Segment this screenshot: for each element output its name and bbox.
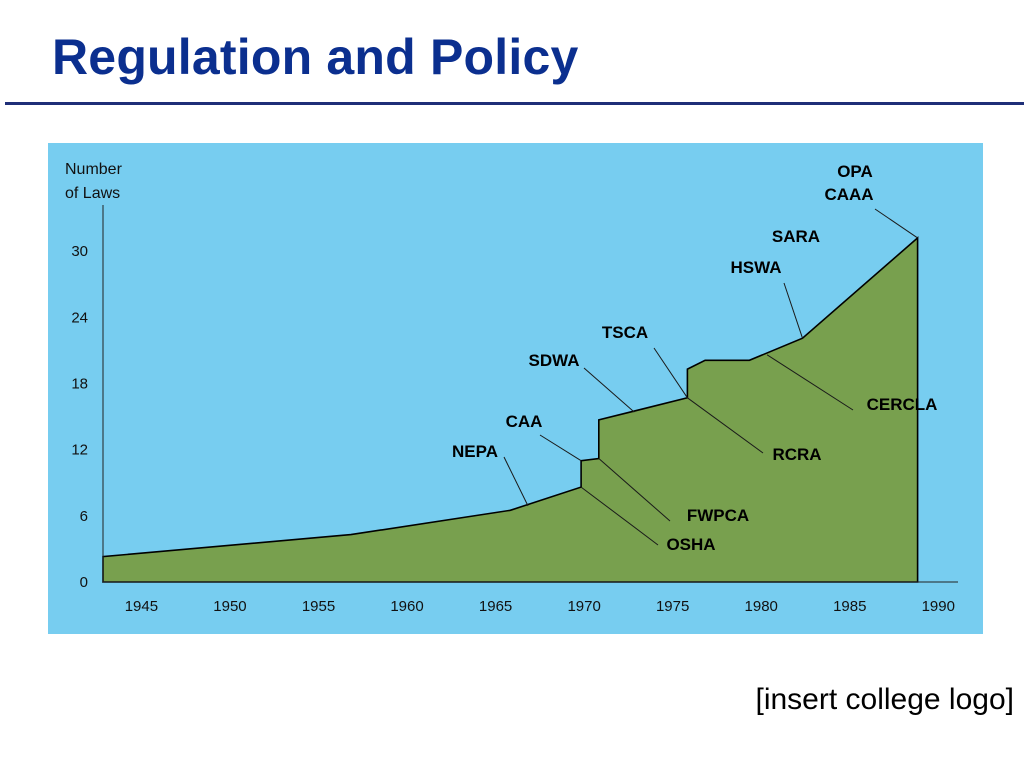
y-tick-label: 12 xyxy=(71,442,88,459)
annotation-opa: OPA xyxy=(837,162,873,181)
college-logo-placeholder: [insert college logo] xyxy=(755,683,1015,716)
x-tick-label: 1975 xyxy=(656,598,689,615)
leader-line-tsca xyxy=(653,347,688,399)
x-tick-label: 1960 xyxy=(390,598,423,615)
leader-line-caa xyxy=(539,434,582,462)
title-divider xyxy=(5,102,1024,105)
leader-line-cercla xyxy=(766,354,854,411)
y-tick-label: 0 xyxy=(80,574,88,591)
leader-line-rcra xyxy=(687,397,764,454)
y-axis-label: Number of Laws xyxy=(65,161,123,202)
annotation-cercla: CERCLA xyxy=(867,395,938,414)
x-tick-label: 1950 xyxy=(213,598,246,615)
x-tick-label: 1955 xyxy=(302,598,335,615)
leader-line-sdwa xyxy=(583,367,635,413)
laws-area-chart: Number of Laws 0 6 12 18 24 30 1945 1950 1955 1960 1… xyxy=(65,161,958,615)
y-tick-label: 18 xyxy=(71,375,88,392)
x-tick-label: 1985 xyxy=(833,598,866,615)
annotation-rcra: RCRA xyxy=(772,445,821,464)
leader-line-caaa xyxy=(874,208,918,239)
leader-line-osha xyxy=(580,486,659,546)
annotation-tsca: TSCA xyxy=(602,323,648,342)
y-tick-label: 24 xyxy=(71,309,88,326)
leader-line-hswa xyxy=(783,282,803,339)
annotation-caaa: CAAA xyxy=(824,185,873,204)
y-tick-label: 6 xyxy=(80,508,88,525)
annotation-sdwa: SDWA xyxy=(529,351,580,370)
annotation-sara: SARA xyxy=(772,227,820,246)
annotation-nepa: NEPA xyxy=(452,442,498,461)
x-tick-label: 1970 xyxy=(567,598,600,615)
x-tick-label: 1945 xyxy=(125,598,158,615)
x-tick-label: 1990 xyxy=(922,598,955,615)
annotation-caa: CAA xyxy=(506,412,543,431)
annotation-hswa: HSWA xyxy=(731,258,782,277)
annotation-osha: OSHA xyxy=(666,535,715,554)
leader-line-nepa xyxy=(503,456,529,507)
y-tick-label: 30 xyxy=(71,243,88,260)
x-tick-label: 1965 xyxy=(479,598,512,615)
laws-area xyxy=(102,236,919,583)
leader-line-fwpca xyxy=(598,458,671,522)
x-tick-label: 1980 xyxy=(745,598,778,615)
chart-panel: Number of Laws 0 6 12 18 24 30 1945 1950 1955 1960 1… xyxy=(48,143,983,634)
annotation-fwpca: FWPCA xyxy=(687,506,749,525)
slide-title: Regulation and Policy xyxy=(52,29,579,85)
